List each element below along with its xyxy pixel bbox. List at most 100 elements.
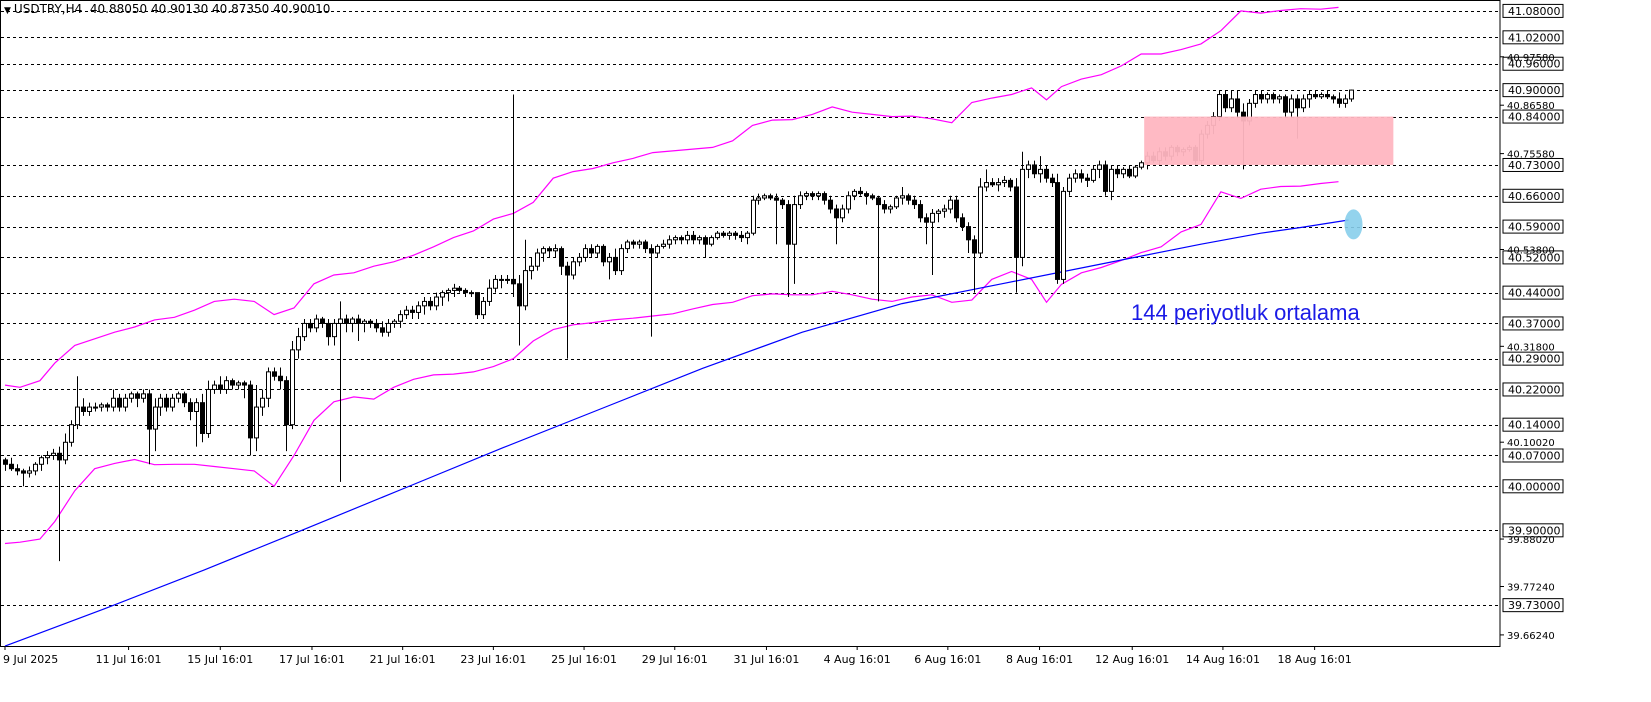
candle-body (505, 278, 510, 281)
bull-candle (386, 319, 391, 337)
bear-candle (1055, 173, 1060, 284)
scale-tick: 40.10020 (1500, 438, 1555, 449)
time-label-text: 17 Jul 16:01 (279, 653, 345, 666)
candle-body (1014, 186, 1019, 258)
candle-body (386, 322, 391, 333)
candle-body (1091, 168, 1096, 181)
candle-body (715, 232, 720, 239)
highlight-marker (1344, 209, 1363, 240)
scale-tick: 40.86580 (1500, 101, 1555, 112)
candle-body (21, 470, 26, 474)
price-label-text: 40.96000 (1508, 58, 1561, 71)
ma-annotation: 144 periyotluk ortalama (1131, 300, 1360, 325)
bull-candle (51, 448, 56, 460)
time-axis: 9 Jul 2025 11 Jul 16:01 15 Jul 16:01 17 Jul… (3, 646, 1352, 666)
scale-tick: 39.77240 (1500, 582, 1555, 593)
bollinger-bands (4, 6, 1339, 545)
candle-body (1289, 98, 1294, 113)
bear-candle (1103, 160, 1108, 196)
candle-body (703, 237, 708, 245)
bull-candle (715, 230, 720, 240)
time-label-text: 4 Aug 16:01 (824, 653, 891, 666)
candle-body (1265, 94, 1270, 100)
plot-area (0, 0, 1501, 647)
candle-body (266, 371, 271, 399)
candle-body (457, 287, 462, 291)
candle-body (434, 296, 439, 307)
candle-body (1044, 168, 1049, 179)
time-label: 18 Aug 16:01 (1278, 646, 1352, 666)
candle-body (1229, 98, 1234, 109)
bull-candle (607, 253, 612, 280)
candle-body (69, 424, 74, 443)
candle-body (822, 193, 827, 201)
bull-candle (756, 193, 761, 205)
candle-body (362, 320, 367, 324)
price-label-box (1502, 523, 1564, 538)
bull-candle (398, 310, 403, 328)
candle-body (326, 322, 331, 338)
time-label: 14 Aug 16:01 (1186, 646, 1260, 666)
price-label-box (1502, 250, 1564, 265)
scale-tick-text: 39.88020 (1507, 535, 1555, 546)
candle-body (1032, 164, 1037, 175)
candle-body (762, 195, 767, 199)
bull-candle (254, 385, 259, 452)
price-label-text: 39.90000 (1508, 524, 1561, 537)
candle-body (840, 208, 845, 219)
bear-candle (21, 468, 26, 487)
bear-candle (1115, 164, 1120, 179)
bear-candle (649, 244, 654, 337)
candle-body (338, 318, 343, 324)
bear-candle (1259, 90, 1264, 104)
bear-candle (565, 261, 570, 359)
candle-body (1133, 166, 1138, 177)
candle-body (242, 382, 247, 386)
candle-body (99, 404, 104, 408)
time-label: 23 Jul 16:01 (460, 646, 526, 666)
candle-body (960, 217, 965, 228)
bull-candle (153, 398, 158, 452)
bull-candle (1229, 90, 1234, 113)
price-label-text: 40.66000 (1508, 190, 1561, 203)
bull-candle (63, 433, 68, 465)
collapse-triangle-icon[interactable]: ▼ (4, 6, 11, 16)
bull-candle (1002, 175, 1007, 187)
chart-header: ▼ USDTRY,H4 40.88050 40.90130 40.87350 40… (4, 2, 330, 16)
plot-frame (0, 0, 1501, 647)
bear-candle (9, 457, 14, 471)
bear-candle (828, 195, 833, 214)
candle-body (846, 195, 851, 210)
candle-body (1115, 168, 1120, 175)
candle-body (87, 406, 92, 412)
candle-body (212, 384, 217, 390)
bear-candle (344, 314, 349, 333)
bear-candle (1050, 173, 1055, 187)
bull-candle (685, 230, 690, 245)
bull-candle (762, 193, 767, 201)
candle-body (290, 349, 295, 426)
scale-tick-text: 40.86580 (1507, 101, 1555, 112)
bull-candle (434, 292, 439, 311)
price-label-box (1502, 417, 1564, 432)
bull-candle (505, 275, 510, 284)
candle-body (1067, 177, 1072, 192)
candle-body (535, 252, 540, 267)
candle-body (236, 382, 241, 386)
price-label-text: 40.14000 (1508, 419, 1561, 432)
candle-body (57, 452, 62, 461)
bull-candle (469, 290, 474, 298)
bull-candle (487, 279, 492, 306)
candle-body (589, 248, 594, 254)
time-label-text: 31 Jul 16:01 (733, 653, 799, 666)
bear-candle (272, 367, 277, 381)
candle-body (918, 204, 923, 219)
candle-body (679, 237, 684, 241)
candle-body (374, 322, 379, 329)
time-label-text: 21 Jul 16:01 (370, 653, 436, 666)
bear-candle (1331, 94, 1336, 104)
time-label-text: 8 Aug 16:01 (1006, 653, 1073, 666)
time-label: 25 Jul 16:01 (551, 646, 617, 666)
bull-candle (45, 451, 50, 465)
